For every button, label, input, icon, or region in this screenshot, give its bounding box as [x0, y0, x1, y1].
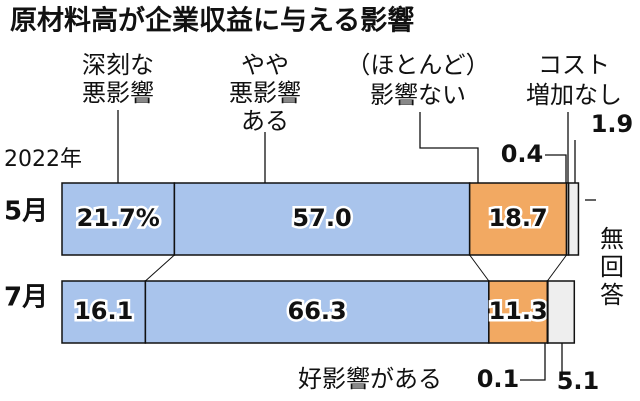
bar-segment — [61, 280, 147, 344]
legend-label: やや悪影響ある — [229, 51, 301, 135]
row-label: 5月 — [4, 197, 48, 227]
value-label: 0.4 — [501, 140, 544, 168]
leader-line — [520, 343, 546, 381]
value-label: 11.3 — [488, 297, 547, 325]
value-label: 1.9 — [591, 110, 634, 138]
leader-line — [545, 154, 567, 183]
row-label: 7月 — [4, 283, 48, 313]
value-label: 18.7 — [488, 204, 547, 232]
legend-label: （ほとんど）影響ない — [346, 51, 489, 109]
bar-segment — [547, 280, 576, 344]
value-label: 16.1 — [74, 297, 133, 325]
legend-label: コスト増加なし — [526, 51, 622, 109]
bar-segment — [173, 182, 471, 256]
chart-title: 原材料高が企業収益に与える影響 — [10, 5, 414, 37]
bar-segment — [61, 182, 176, 256]
year-label: 2022年 — [4, 147, 82, 172]
leader-line — [419, 112, 479, 183]
connector — [145, 254, 175, 282]
legend-label: 好影響がある — [298, 365, 442, 393]
value-label: 5.1 — [557, 367, 600, 395]
legend-label: 深刻な悪影響 — [82, 51, 154, 107]
value-label: 21.7% — [77, 204, 160, 232]
bar-segment — [144, 280, 490, 344]
value-label: 57.0 — [292, 204, 351, 232]
bar-segment — [488, 280, 549, 344]
value-label: 0.1 — [477, 365, 520, 393]
value-label: 66.3 — [288, 297, 347, 325]
bar-segment — [468, 182, 568, 256]
connector — [469, 254, 490, 282]
connector — [546, 254, 567, 282]
legend-label: 無回答 — [600, 225, 624, 309]
bar-segment — [567, 182, 580, 256]
